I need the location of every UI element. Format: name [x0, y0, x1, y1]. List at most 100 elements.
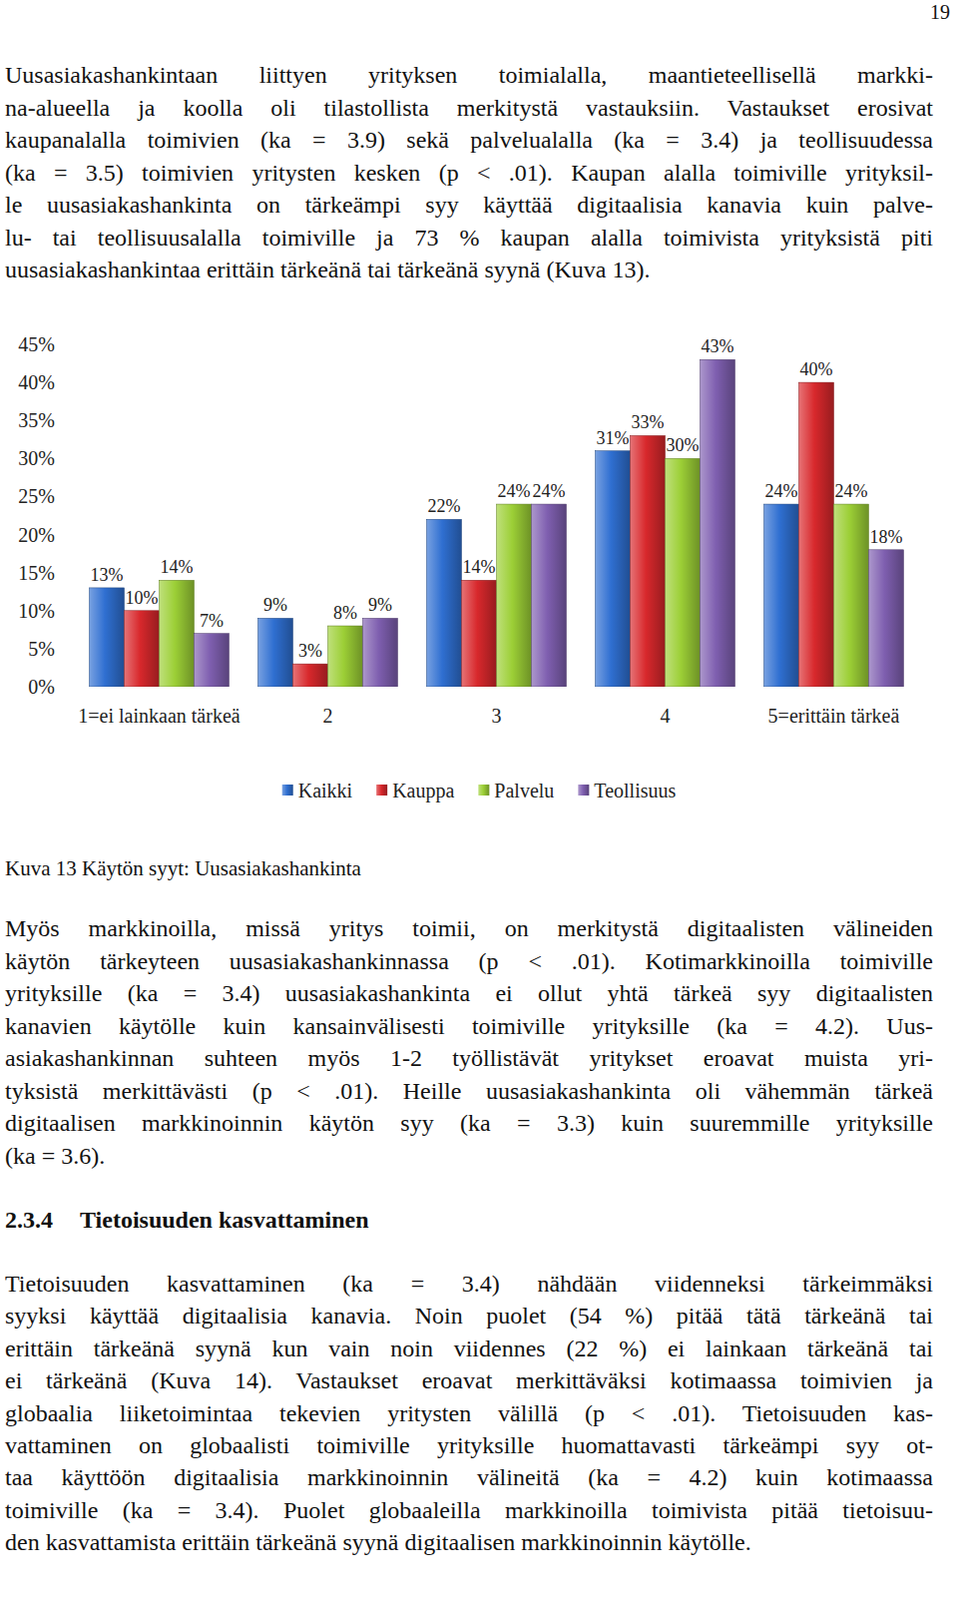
text: na-alueella ja koolla oli tilastollista …	[4, 94, 934, 121]
bar	[834, 503, 870, 687]
data-label: 24%	[497, 480, 531, 501]
text-line: den kasvattamista erittäin tärkeänä syyn…	[4, 1525, 934, 1558]
data-labels: 13%9%22%31%24%10%3%14%33%40%14%8%24%30%2…	[90, 336, 904, 661]
text-line: Tietoisuuden kasvattaminen (ka = 3.4) nä…	[4, 1267, 934, 1300]
text: globaalia liiketoimintaa tekevien yritys…	[4, 1400, 934, 1427]
bar	[496, 503, 532, 687]
y-tick-label: 20%	[17, 523, 55, 546]
x-tick-label: 5=erittäin tärkeä	[768, 704, 901, 727]
text-line: asiakashankinnan suhteen myös 1-2 työlli…	[4, 1041, 934, 1074]
bar	[665, 458, 701, 687]
data-label: 40%	[800, 359, 834, 380]
bar	[328, 625, 364, 687]
text-line: uusasiakashankintaa erittäin tärkeänä ta…	[4, 253, 934, 286]
text-line: vattaminen on globaalisti toimiville yri…	[4, 1429, 934, 1461]
y-tick-label: 10%	[17, 599, 55, 622]
data-label: 10%	[125, 587, 159, 608]
text: uusasiakashankintaa erittäin tärkeänä ta…	[4, 256, 650, 283]
legend-swatch	[577, 784, 589, 796]
legend-label: Palvelu	[493, 779, 554, 802]
caption: Kuva 13 Käytön syyt: Uusasiakashankinta	[4, 855, 362, 882]
bar	[293, 663, 329, 687]
data-label: 9%	[263, 594, 288, 615]
data-label: 22%	[428, 495, 462, 516]
data-label: 14%	[463, 556, 496, 577]
text: lu- tai teollisuusalalla toimiville ja 7…	[4, 224, 934, 251]
text: syyksi käyttää digitaalisia kanavia. Noi…	[4, 1302, 934, 1329]
x-tick-label: 2	[323, 704, 334, 727]
heading-number: 2.3.4	[4, 1203, 53, 1236]
x-tick-label: 4	[660, 704, 671, 727]
text: kanavien käytölle kuin kansainvälisesti …	[4, 1012, 934, 1039]
y-tick-label: 45%	[17, 333, 55, 356]
text-line: kaupanalalla toimivien (ka = 3.9) sekä p…	[4, 123, 934, 156]
text: toimiville (ka = 3.4). Puolet globaaleil…	[4, 1496, 934, 1523]
text-line: syyksi käyttää digitaalisia kanavia. Noi…	[4, 1299, 934, 1332]
text: den kasvattamista erittäin tärkeänä syyn…	[4, 1528, 752, 1555]
data-label: 14%	[160, 556, 194, 577]
data-label: 30%	[666, 435, 700, 456]
text: ei tärkeänä (Kuva 14). Vastaukset eroava…	[4, 1367, 934, 1394]
text-line: yrityksille (ka = 3.4) uusasiakashankint…	[4, 976, 934, 1009]
text: kaupanalalla toimivien (ka = 3.9) sekä p…	[4, 126, 934, 153]
bar	[258, 617, 294, 687]
text-line: (ka = 3.5) toimivien yritysten kesken (p…	[4, 156, 934, 189]
text-line: le uusasiakashankinta on tärkeämpi syy k…	[4, 188, 934, 221]
text-line: Myös markkinoilla, missä yritys toimii, …	[4, 912, 934, 945]
text: Tietoisuuden kasvattaminen (ka = 3.4) nä…	[4, 1270, 934, 1297]
text: erittäin tärkeänä syynä kun vain noin vi…	[4, 1335, 934, 1362]
text-line: toimiville (ka = 3.4). Puolet globaaleil…	[4, 1493, 934, 1526]
legend-swatch	[376, 784, 388, 796]
text: taa käyttöön digitaalisia markkinoinnin …	[4, 1463, 934, 1490]
text-line: käytön tärkeyteen uusasiakashankinnassa …	[4, 945, 934, 977]
text: vattaminen on globaalisti toimiville yri…	[4, 1432, 934, 1458]
text-line: Uusasiakashankintaan liittyen yrityksen …	[4, 58, 934, 91]
data-label: 24%	[835, 480, 869, 501]
x-tick-label: 3	[491, 704, 502, 727]
text-line: digitaalisen markkinoinnin käytön syy (k…	[4, 1106, 934, 1139]
bar	[630, 435, 666, 687]
text-line: (ka = 3.6).	[4, 1139, 934, 1172]
chart: 0%5%10%15%20%25%30%35%40%45%13%9%22%31%2…	[0, 0, 958, 1600]
text-line: erittäin tärkeänä syynä kun vain noin vi…	[4, 1332, 934, 1365]
data-label: 24%	[765, 480, 799, 501]
text-line: ei tärkeänä (Kuva 14). Vastaukset eroava…	[4, 1364, 934, 1397]
data-label: 43%	[701, 336, 735, 357]
text: (ka = 3.6).	[4, 1142, 105, 1169]
text: yrityksille (ka = 3.4) uusasiakashankint…	[4, 979, 934, 1006]
text-line: lu- tai teollisuusalalla toimiville ja 7…	[4, 221, 934, 254]
bar	[799, 382, 835, 687]
bars	[89, 359, 905, 687]
legend-label: Kauppa	[392, 779, 455, 803]
text-line: globaalia liiketoimintaa tekevien yritys…	[4, 1397, 934, 1430]
text: Uusasiakashankintaan liittyen yrityksen …	[4, 61, 934, 88]
bar	[194, 633, 230, 687]
bar	[531, 503, 567, 687]
text-line: tyksistä merkittävästi (p < .01). Heille…	[4, 1074, 934, 1107]
data-label: 8%	[333, 602, 358, 623]
page: 19 Uusasiakashankintaan liittyen yritykse…	[0, 0, 958, 1600]
page-number: 19	[930, 0, 951, 24]
bar	[427, 518, 463, 687]
bar	[159, 579, 195, 687]
legend-swatch	[478, 784, 489, 796]
text: asiakashankinnan suhteen myös 1-2 työlli…	[4, 1044, 934, 1071]
data-label: 3%	[298, 640, 323, 661]
bar	[124, 610, 160, 687]
bar	[89, 587, 125, 687]
y-tick-label: 25%	[17, 484, 55, 507]
data-label: 24%	[532, 480, 566, 501]
y-tick-label: 0%	[27, 675, 55, 698]
bar	[462, 579, 497, 687]
y-tick-label: 40%	[17, 371, 55, 394]
data-label: 31%	[596, 428, 630, 449]
bar	[595, 451, 631, 687]
data-label: 9%	[368, 594, 393, 615]
x-tick-label: 1=ei lainkaan tärkeä	[77, 704, 240, 727]
heading-title: Tietoisuuden kasvattaminen	[79, 1203, 370, 1236]
bar	[764, 503, 800, 687]
text: le uusasiakashankinta on tärkeämpi syy k…	[4, 191, 934, 218]
bar	[363, 617, 399, 687]
bar	[869, 549, 905, 687]
y-tick-label: 5%	[27, 637, 55, 660]
